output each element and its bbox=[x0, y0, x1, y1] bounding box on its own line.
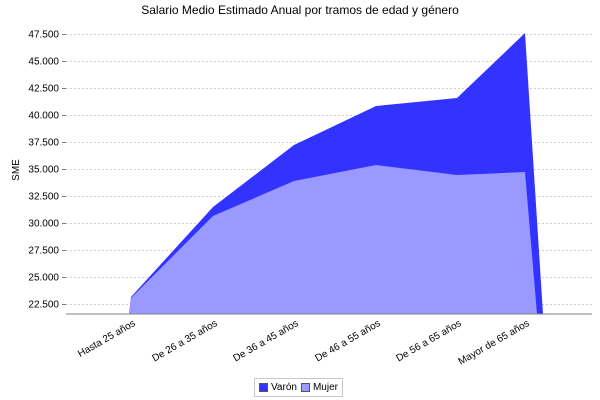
y-tick-label: 32.500 bbox=[28, 192, 59, 203]
x-tick-label: Mayor de 65 años bbox=[457, 318, 532, 368]
y-tick-label: 47.500 bbox=[28, 30, 59, 41]
y-tick-label: 30.000 bbox=[28, 219, 59, 230]
x-axis-ticks: Hasta 25 años De 26 a 35 años De 36 a 45 a… bbox=[76, 318, 531, 368]
y-tick-label: 22.500 bbox=[28, 300, 59, 311]
chart-title: Salario Medio Estimado Anual por tramos … bbox=[141, 3, 459, 17]
x-tick-label: De 56 a 65 años bbox=[394, 318, 463, 364]
legend-item-varon[interactable]: Varón bbox=[259, 382, 297, 393]
series-areas bbox=[129, 33, 543, 314]
y-axis-ticks: 22.500 25.000 27.500 30.000 32.500 35.000 37.5… bbox=[28, 30, 66, 311]
x-tick-label: De 26 a 35 años bbox=[150, 318, 219, 364]
y-tick-label: 35.000 bbox=[28, 165, 59, 176]
y-tick-label: 27.500 bbox=[28, 246, 59, 257]
legend-item-mujer[interactable]: Mujer bbox=[300, 382, 338, 393]
x-tick-label: De 46 a 55 años bbox=[313, 318, 382, 364]
legend: Varón Mujer bbox=[254, 378, 343, 397]
legend-label: Mujer bbox=[312, 382, 338, 393]
y-tick-label: 45.000 bbox=[28, 57, 59, 68]
y-tick-label: 25.000 bbox=[28, 273, 59, 284]
y-axis-label: SME bbox=[11, 159, 22, 181]
area-mujer bbox=[129, 165, 537, 314]
x-tick-label: Hasta 25 años bbox=[76, 318, 137, 360]
y-tick-label: 42.500 bbox=[28, 84, 59, 95]
y-tick-label: 37.500 bbox=[28, 138, 59, 149]
y-tick-label: 40.000 bbox=[28, 111, 59, 122]
legend-swatch-mujer bbox=[300, 383, 310, 392]
x-tick-label: De 36 a 45 años bbox=[231, 318, 300, 364]
legend-swatch-varon bbox=[259, 383, 268, 392]
legend-label: Varón bbox=[271, 382, 297, 393]
